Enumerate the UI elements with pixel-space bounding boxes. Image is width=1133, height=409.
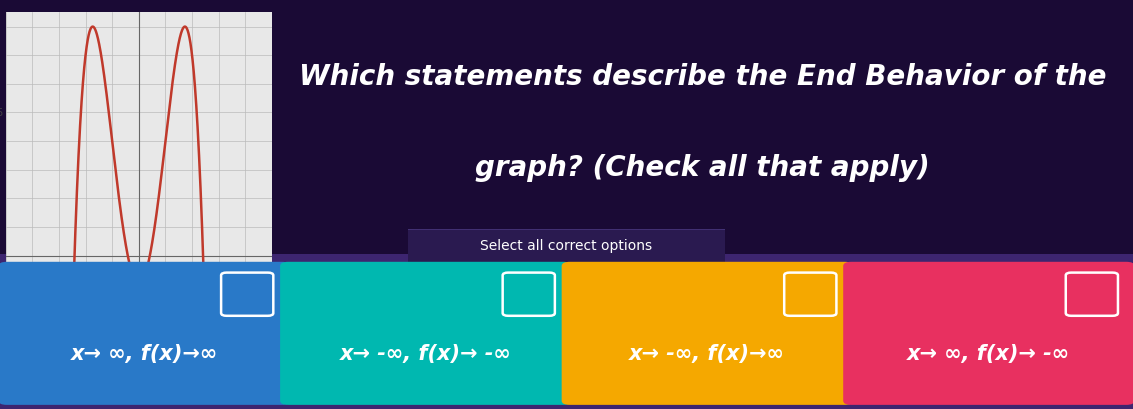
- Text: Which statements describe the End Behavior of the: Which statements describe the End Behavi…: [299, 63, 1106, 91]
- Bar: [0, 254, 1133, 409]
- FancyBboxPatch shape: [389, 229, 744, 264]
- Text: x→ -∞, f(x)→∞: x→ -∞, f(x)→∞: [629, 344, 785, 364]
- Text: x→ ∞, f(x)→∞: x→ ∞, f(x)→∞: [70, 344, 218, 364]
- FancyBboxPatch shape: [562, 262, 853, 405]
- FancyBboxPatch shape: [843, 262, 1133, 405]
- Text: graph? (Check all that apply): graph? (Check all that apply): [475, 154, 930, 182]
- FancyBboxPatch shape: [0, 262, 290, 405]
- Text: x→ ∞, f(x)→ -∞: x→ ∞, f(x)→ -∞: [908, 344, 1071, 364]
- Text: x→ -∞, f(x)→ -∞: x→ -∞, f(x)→ -∞: [340, 344, 512, 364]
- FancyBboxPatch shape: [280, 262, 571, 405]
- Text: Select all correct options: Select all correct options: [480, 239, 653, 254]
